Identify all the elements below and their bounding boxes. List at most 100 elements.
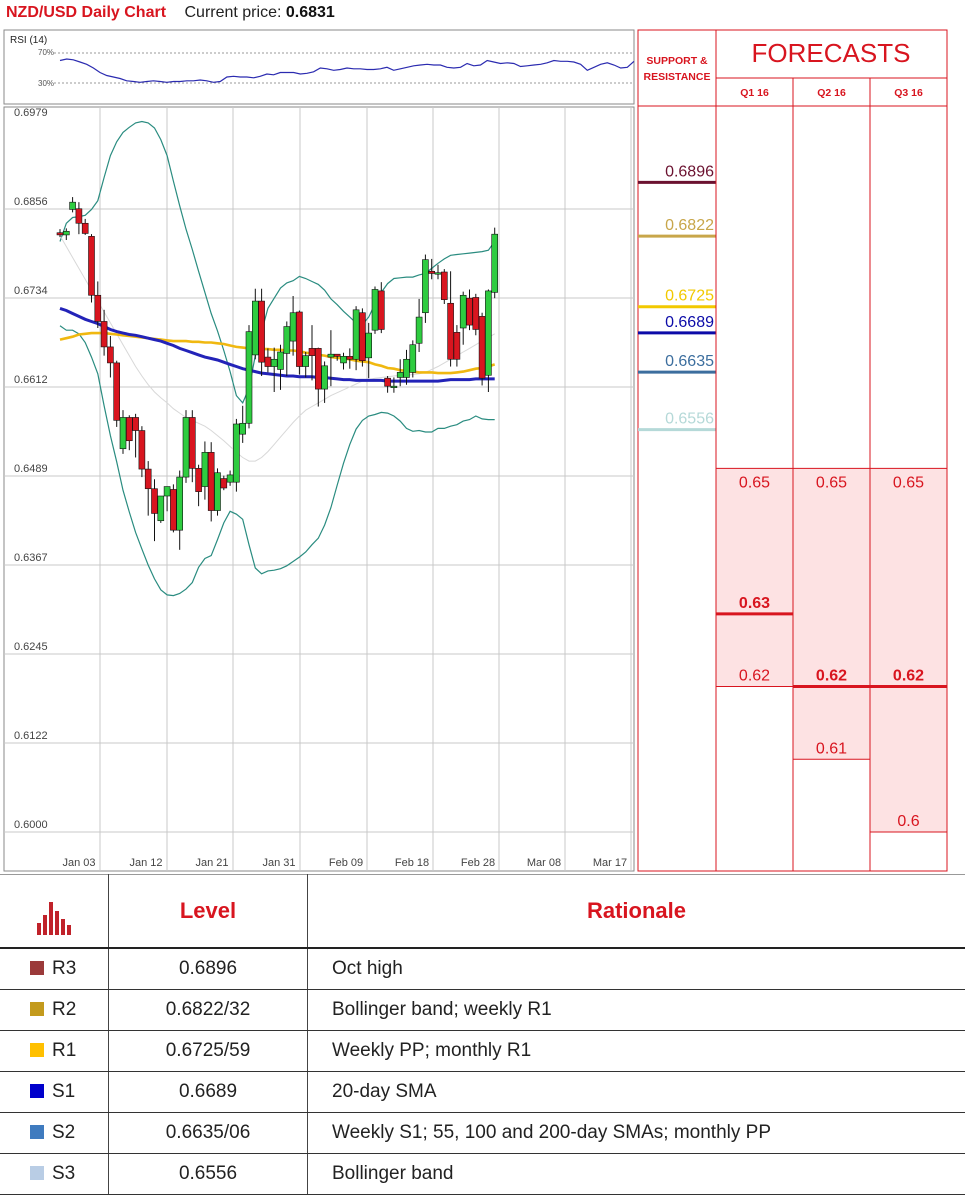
candle-body xyxy=(290,313,296,341)
candle-body xyxy=(107,347,113,363)
sr-level-value: 0.6689 xyxy=(665,314,714,331)
candle-body xyxy=(89,236,95,295)
candle-body xyxy=(158,496,164,521)
forecast-value: 0.62 xyxy=(893,668,924,685)
x-tick-label: Jan 21 xyxy=(195,857,228,869)
level-tag: S2 xyxy=(0,1113,109,1154)
level-tag-label: R2 xyxy=(52,999,76,1020)
bull-candle xyxy=(492,228,498,299)
level-value: 0.6896 xyxy=(109,948,308,990)
level-value: 0.6822/32 xyxy=(109,990,308,1031)
forecast-range xyxy=(871,468,947,832)
candle-body xyxy=(152,489,158,514)
forecast-header: Q2 16 xyxy=(817,87,846,99)
bear-candle xyxy=(359,308,365,366)
candle-body xyxy=(404,359,410,377)
level-swatch xyxy=(30,1002,44,1016)
candle-body xyxy=(82,223,88,233)
level-rationale: Bollinger band; weekly R1 xyxy=(308,990,965,1031)
candle-body xyxy=(164,487,170,496)
y-tick-label: 0.6979 xyxy=(14,107,48,119)
forecast-value: 0.6 xyxy=(897,813,919,830)
level-tag: S1 xyxy=(0,1072,109,1113)
bear-candle xyxy=(170,484,176,532)
support-resistance-title-line2: RESISTANCE xyxy=(644,71,711,83)
forecast-value: 0.62 xyxy=(816,668,847,685)
forecast-range xyxy=(717,468,793,686)
bull-candle xyxy=(246,325,252,428)
candle-body xyxy=(492,234,498,292)
candle-body xyxy=(359,313,365,361)
bull-candle xyxy=(410,340,416,377)
level-swatch xyxy=(30,961,44,975)
rsi-label: RSI (14) xyxy=(10,35,47,46)
candle-body xyxy=(259,301,265,362)
level-tag: S3 xyxy=(0,1154,109,1195)
candle-body xyxy=(309,348,315,355)
bear-candle xyxy=(89,234,95,302)
bull-candle xyxy=(215,468,221,515)
level-header: Level xyxy=(109,875,308,949)
bear-candle xyxy=(441,269,447,304)
level-tag-label: S2 xyxy=(52,1122,75,1143)
sr-level-value: 0.6635 xyxy=(665,353,714,370)
support-resistance-column: SUPPORT & RESISTANCE 0.68960.68220.67250… xyxy=(638,30,716,871)
candle-body xyxy=(177,477,183,530)
candle-body xyxy=(95,295,101,321)
level-tag: R3 xyxy=(0,948,109,990)
forecast-value: 0.63 xyxy=(739,595,770,612)
y-tick-label: 0.6489 xyxy=(14,463,48,475)
candle-body xyxy=(170,489,176,530)
sr-level-value: 0.6822 xyxy=(665,217,714,234)
x-tick-label: Feb 09 xyxy=(329,857,363,869)
x-tick-label: Feb 18 xyxy=(395,857,429,869)
bear-candle xyxy=(479,313,485,386)
candle-body xyxy=(422,260,428,313)
candle-body xyxy=(485,291,491,375)
nzd-usd-chart: RSI (14) 70% 30% 0.69790.68560.67340.661… xyxy=(0,0,965,874)
candle-body xyxy=(202,452,208,486)
candle-body xyxy=(322,366,328,389)
level-tag: R1 xyxy=(0,1031,109,1072)
candle-body xyxy=(353,310,359,359)
chart-icon-cell xyxy=(0,875,109,949)
bear-candle xyxy=(473,294,479,335)
candle-body xyxy=(221,479,227,488)
candle-body xyxy=(70,202,76,209)
x-tick-label: Feb 28 xyxy=(461,857,495,869)
forecast-value: 0.65 xyxy=(739,474,770,491)
candle-body xyxy=(391,386,397,388)
y-tick-label: 0.6734 xyxy=(14,285,48,297)
level-tag-label: R3 xyxy=(52,958,76,979)
candle-body xyxy=(467,298,473,325)
y-tick-label: 0.6612 xyxy=(14,374,48,386)
candle-body xyxy=(57,233,63,235)
forecast-range xyxy=(794,468,870,759)
y-tick-label: 0.6245 xyxy=(14,641,48,653)
candle-body xyxy=(101,321,107,346)
candle-body xyxy=(303,356,309,367)
y-tick-label: 0.6856 xyxy=(14,196,48,208)
y-tick-label: 0.6000 xyxy=(14,819,48,831)
forecast-column: 0.650.620.6 xyxy=(870,468,947,832)
forecast-value: 0.65 xyxy=(816,474,847,491)
bull-candle xyxy=(183,410,189,483)
rsi-70-label: 70% xyxy=(38,48,54,57)
forecast-column: 0.650.620.61 xyxy=(793,468,870,759)
bull-candle xyxy=(158,496,164,523)
forecast-value: 0.62 xyxy=(739,668,770,685)
candle-body xyxy=(227,475,233,482)
level-value: 0.6725/59 xyxy=(109,1031,308,1072)
candle-body xyxy=(265,357,271,366)
bull-candle xyxy=(422,255,428,323)
candle-body xyxy=(183,417,189,477)
candle-body xyxy=(397,372,403,377)
level-tag-label: S3 xyxy=(52,1163,75,1184)
